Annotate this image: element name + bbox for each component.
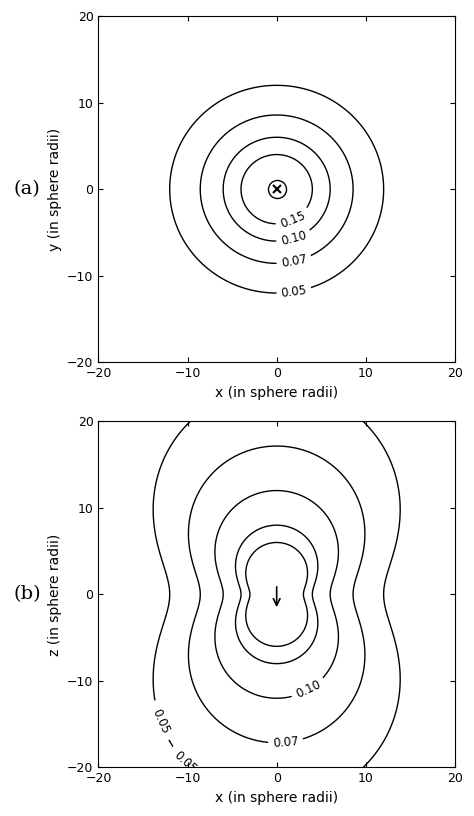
Text: 0.05: 0.05 (149, 707, 172, 735)
Text: 0.15: 0.15 (278, 209, 307, 231)
Text: 0.07: 0.07 (272, 734, 299, 750)
Y-axis label: z (in sphere radii): z (in sphere radii) (47, 534, 62, 655)
Text: 0.05: 0.05 (280, 284, 308, 299)
Text: (b): (b) (13, 585, 41, 603)
Text: 0.07: 0.07 (280, 253, 308, 270)
Text: 0.05: 0.05 (171, 748, 199, 776)
Text: 0.10: 0.10 (279, 228, 308, 248)
X-axis label: x (in sphere radii): x (in sphere radii) (215, 386, 338, 400)
X-axis label: x (in sphere radii): x (in sphere radii) (215, 791, 338, 805)
Text: 0.10: 0.10 (294, 678, 323, 701)
Y-axis label: y (in sphere radii): y (in sphere radii) (47, 127, 62, 251)
Text: (a): (a) (14, 180, 40, 198)
